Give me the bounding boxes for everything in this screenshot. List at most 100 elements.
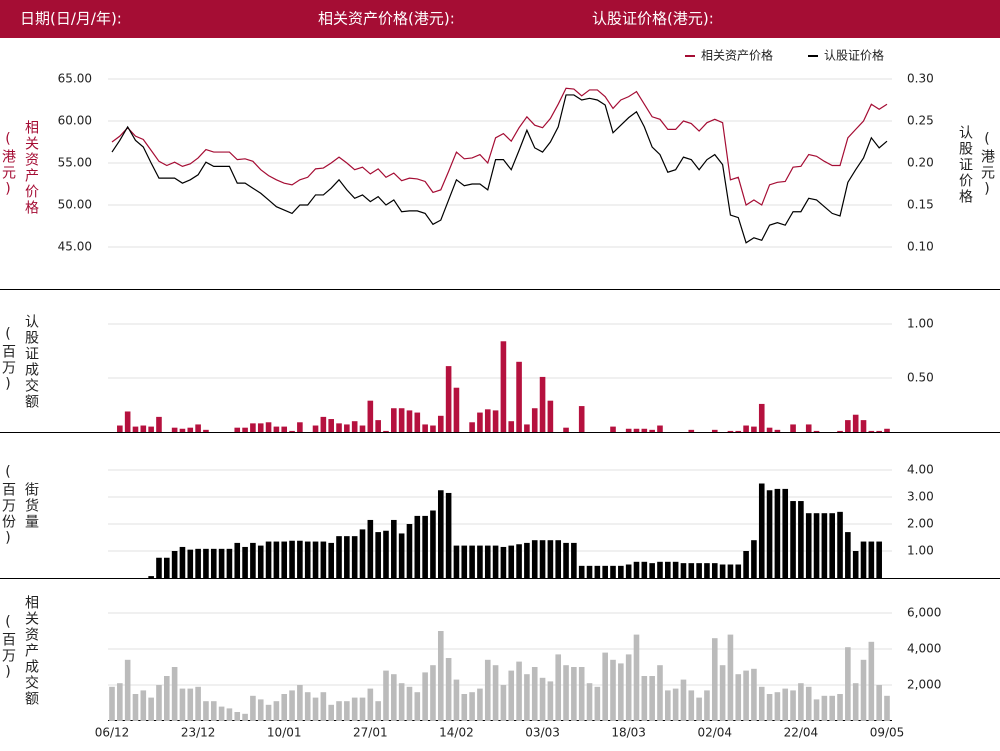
bar [124, 659, 131, 721]
bar [265, 422, 272, 432]
bar [594, 565, 601, 578]
bar [289, 430, 295, 432]
bar [289, 540, 295, 578]
bar [586, 683, 593, 721]
bar [641, 561, 648, 578]
bar [242, 427, 248, 432]
bar [860, 659, 867, 721]
bar [171, 427, 178, 432]
bar [727, 634, 734, 721]
bar [218, 548, 225, 578]
bar [391, 674, 397, 721]
bar [359, 697, 366, 721]
x-tick-label: 10/01 [267, 726, 302, 740]
bar [719, 665, 726, 721]
bar [320, 416, 327, 432]
bar [774, 488, 781, 578]
bar [469, 545, 475, 578]
bar [312, 541, 319, 578]
bar [203, 701, 209, 721]
line-series [111, 87, 888, 206]
bar [531, 540, 538, 578]
bar [453, 545, 460, 578]
bar [124, 411, 131, 432]
bar [586, 565, 593, 578]
bar [257, 699, 264, 721]
bar [414, 515, 421, 578]
bar [437, 631, 444, 721]
bar [735, 674, 742, 721]
y-tick-label: 1.00 [907, 544, 934, 558]
bar [383, 530, 389, 578]
bar [328, 419, 334, 432]
bar [633, 634, 640, 721]
bar [751, 668, 757, 721]
bar [156, 685, 162, 721]
bar [422, 424, 428, 432]
bar [344, 424, 350, 432]
bar [845, 420, 851, 432]
bar [696, 697, 702, 721]
bar [571, 667, 577, 721]
bar [735, 564, 742, 578]
bar [336, 536, 342, 578]
x-tick-label: 03/03 [525, 726, 560, 740]
x-tick-label: 22/04 [784, 726, 819, 740]
bar [539, 540, 546, 578]
bar [156, 557, 162, 578]
bar [805, 424, 812, 432]
bar [610, 565, 616, 578]
bar [852, 683, 859, 721]
bar [876, 541, 882, 578]
x-tick-label: 02/04 [697, 726, 732, 740]
bar [845, 532, 851, 578]
bar [312, 425, 319, 432]
bar [163, 676, 170, 721]
y-tick-label: 4.00 [907, 463, 934, 477]
bar [250, 423, 256, 432]
bar [406, 410, 413, 432]
y-tick-label: 0.50 [907, 371, 934, 385]
bar [500, 685, 507, 721]
bar [625, 654, 632, 721]
y-tick-label: 60.00 [58, 114, 92, 128]
bar [171, 551, 178, 578]
bar [297, 540, 303, 578]
bar [461, 694, 468, 721]
bar [140, 425, 147, 432]
bar [539, 376, 546, 432]
bar [649, 429, 655, 432]
bar [665, 690, 671, 721]
bar [469, 692, 475, 721]
bar [743, 670, 749, 721]
header-label: 日期(日/月/年): [20, 10, 122, 28]
bar [391, 519, 397, 578]
bar [391, 408, 397, 432]
bar [500, 546, 507, 578]
bar [351, 536, 358, 578]
y-axis-label: 认股证成交额 [23, 314, 39, 410]
bar [727, 564, 734, 578]
bar [367, 400, 374, 432]
bar [304, 541, 311, 578]
bar [688, 563, 695, 578]
y-tick-label: 50.00 [58, 198, 92, 212]
bar [508, 421, 515, 432]
bar [758, 686, 765, 721]
bar [179, 688, 186, 721]
bar [774, 692, 781, 721]
bar [437, 415, 444, 432]
y2-axis-label: 认股证价格 [957, 125, 973, 205]
bar [829, 513, 836, 578]
bar [117, 425, 123, 432]
bar [132, 694, 139, 721]
bar [539, 677, 546, 721]
header-label: 认股证价格(港元): [592, 10, 714, 28]
bar [383, 670, 389, 721]
bar [328, 542, 334, 578]
bar [547, 681, 554, 721]
x-tick-label: 18/03 [611, 726, 646, 740]
bar [563, 427, 569, 432]
bar [758, 403, 765, 432]
